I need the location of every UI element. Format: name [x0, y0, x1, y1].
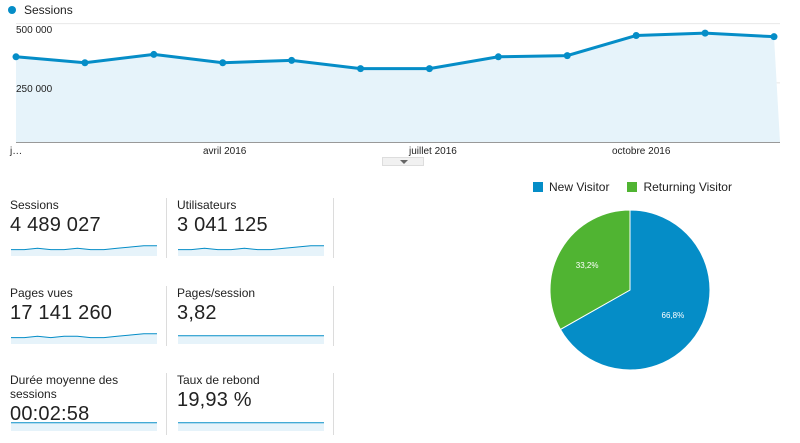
metric-users[interactable]: Utilisateurs 3 041 125: [177, 198, 327, 256]
metric-label: Utilisateurs: [177, 198, 237, 212]
sessions-line: [15, 31, 775, 71]
sessions-point[interactable]: [701, 29, 709, 37]
sparkline-line: [178, 245, 324, 251]
metric-bounce-rate[interactable]: Taux de rebond 19,93 %: [177, 373, 327, 431]
divider: [333, 286, 334, 346]
sessions-point[interactable]: [150, 50, 158, 58]
divider: [333, 373, 334, 435]
metric-value: 00:02:58: [10, 403, 90, 425]
y-tick-250000: 250 000: [16, 84, 53, 95]
x-tick-0: j…: [9, 146, 22, 157]
sparkline-area: [178, 245, 324, 256]
sessions-point[interactable]: [425, 65, 433, 73]
pie-slice-returning-visitor[interactable]: [549, 209, 631, 331]
sparkline-line: [11, 333, 157, 339]
new-visitor-swatch: [533, 182, 543, 192]
metric-sessions[interactable]: Sessions 4 489 027: [10, 198, 160, 256]
visitor-type-pie-chart: 66,8% 33,2%: [549, 209, 711, 371]
chevron-down-icon: [400, 160, 408, 164]
metric-value: 3 041 125: [177, 214, 268, 236]
x-tick-octobre: octobre 2016: [612, 146, 671, 157]
sessions-point[interactable]: [770, 33, 778, 41]
pie-slice-new-visitor[interactable]: [559, 209, 711, 371]
pie-legend-label: Returning Visitor: [643, 180, 732, 194]
sparkline-line: [11, 245, 157, 251]
metric-value: 19,93 %: [177, 389, 252, 411]
sessions-legend-dot: [8, 6, 16, 14]
sessions-point[interactable]: [563, 52, 571, 60]
divider: [166, 373, 167, 435]
pie-label-new-visitor: 66,8%: [662, 311, 685, 320]
metric-sparkline: [178, 245, 324, 256]
divider: [166, 198, 167, 258]
sparkline-area: [178, 422, 324, 431]
sessions-point[interactable]: [632, 32, 640, 39]
sessions-area: [16, 33, 780, 143]
metric-value: 3,82: [177, 302, 217, 324]
sessions-line-chart: 500 000 250 000 j… avril 2016 juillet 20…: [9, 23, 780, 157]
pie-label-returning-visitor: 33,2%: [576, 261, 599, 270]
pie-legend: New Visitor Returning Visitor: [533, 180, 732, 194]
metric-avg-session-duration[interactable]: Durée moyenne des sessions 00:02:58: [10, 373, 160, 431]
pie-legend-new-visitor[interactable]: New Visitor: [533, 180, 609, 194]
returning-visitor-swatch: [627, 182, 638, 192]
sessions-points: [12, 29, 778, 73]
x-tick-avril: avril 2016: [203, 146, 247, 157]
sparkline-area: [11, 245, 157, 256]
sparkline-area: [11, 333, 157, 344]
metric-value: 4 489 027: [10, 214, 101, 236]
metric-sparkline: [11, 333, 157, 344]
metric-sparkline: [178, 422, 324, 431]
metric-sparkline: [11, 422, 157, 431]
metric-label: Pages/session: [177, 286, 256, 300]
sessions-point[interactable]: [288, 56, 296, 64]
metric-sparkline: [178, 335, 324, 344]
pie-legend-returning-visitor[interactable]: Returning Visitor: [627, 180, 732, 194]
metric-label: Pages vues: [10, 286, 73, 300]
metric-label: Durée moyenne des sessions: [10, 373, 119, 401]
metric-label: Sessions: [10, 198, 59, 212]
metric-value: 17 141 260: [10, 302, 113, 324]
x-tick-juillet: juillet 2016: [408, 146, 457, 157]
sessions-point[interactable]: [494, 53, 502, 61]
sessions-point[interactable]: [219, 59, 227, 67]
sessions-point[interactable]: [12, 53, 20, 61]
y-tick-500000: 500 000: [16, 25, 53, 36]
sparkline-area: [178, 335, 324, 344]
sessions-legend-label: Sessions: [24, 3, 73, 17]
metric-sparkline: [11, 245, 157, 256]
chart-legend[interactable]: Sessions: [8, 3, 73, 17]
pie-legend-label: New Visitor: [549, 180, 610, 194]
sessions-point[interactable]: [81, 59, 89, 67]
sparkline-area: [11, 422, 157, 431]
metric-pageviews[interactable]: Pages vues 17 141 260: [10, 286, 160, 344]
metric-label: Taux de rebond: [177, 373, 260, 387]
metric-pages-per-session[interactable]: Pages/session 3,82: [177, 286, 327, 344]
chart-expand-toggle[interactable]: [382, 157, 424, 166]
divider: [333, 198, 334, 258]
sessions-point[interactable]: [357, 65, 365, 73]
divider: [166, 286, 167, 346]
